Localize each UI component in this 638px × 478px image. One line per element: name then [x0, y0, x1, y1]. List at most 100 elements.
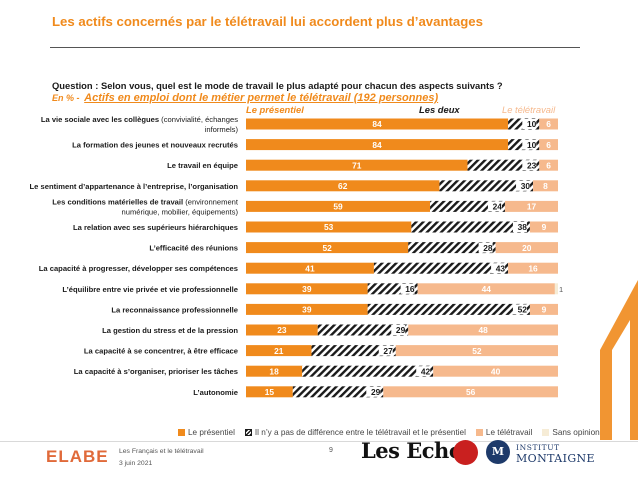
- category-labels-group: La vie sociale avec les collègues (convi…: [30, 115, 239, 397]
- bar-teletravail: [433, 365, 558, 377]
- bar-presentiel: [246, 303, 368, 315]
- data-label-bg-les-deux: [378, 345, 393, 356]
- legend-item-les-deux: Il n’y a pas de différence entre le télé…: [244, 428, 466, 437]
- bar-presentiel: [246, 200, 431, 212]
- population-label: Actifs en emploi dont le métier permet l…: [84, 92, 439, 104]
- data-label-presentiel: 53: [324, 222, 334, 232]
- data-label-les-deux: 43: [496, 263, 506, 273]
- bar-presentiel: [246, 262, 374, 274]
- footer-study-date: 3 juin 2021: [119, 460, 153, 467]
- data-label-teletravail: 16: [528, 263, 538, 273]
- category-label: La capacité à s’organiser, prioriser les…: [74, 367, 238, 376]
- data-label-bg-les-deux: [487, 201, 502, 212]
- data-label-presentiel: 62: [338, 181, 348, 191]
- bar-presentiel: [246, 159, 468, 171]
- category-label: La relation avec ses supérieurs hiérarch…: [73, 223, 238, 232]
- data-label-sans-opinion: 1: [559, 285, 563, 294]
- data-label-presentiel: 41: [305, 263, 315, 273]
- category-label-line2: informels): [205, 125, 239, 134]
- bar-presentiel: [246, 283, 368, 295]
- bar-presentiel: [246, 242, 409, 254]
- data-label-teletravail: 40: [491, 366, 501, 376]
- population-subtitle: En % - Actifs en emploi dont le métier p…: [52, 92, 438, 104]
- bar-teletravail: [408, 324, 558, 336]
- legend-item-teletravail: Le télétravail: [475, 428, 532, 437]
- legend-swatch-les-deux: [244, 429, 252, 436]
- bar-teletravail: [533, 180, 558, 192]
- category-label: La reconnaissance professionnelle: [111, 305, 238, 314]
- percent-prefix: En % -: [52, 93, 80, 103]
- category-label: L’équilibre entre vie privée et vie prof…: [62, 285, 238, 294]
- data-label-presentiel: 84: [372, 119, 382, 129]
- bar-les_deux: [467, 159, 540, 171]
- data-label-les-deux: 28: [483, 243, 493, 253]
- data-label-bg-les-deux: [391, 325, 406, 335]
- column-header-presentiel: Le présentiel: [246, 104, 304, 115]
- category-label: L’efficacité des réunions: [149, 244, 238, 253]
- bar-les_deux: [367, 303, 530, 315]
- legend-item-presentiel: Le présentiel: [178, 428, 235, 437]
- category-label-line2: numérique, mobilier, équipements): [122, 207, 239, 216]
- data-label-bg-les-deux: [512, 222, 527, 232]
- legend-item-sans-opinion: Sans opinion: [542, 428, 600, 437]
- data-label-presentiel: 52: [322, 243, 332, 253]
- bar-teletravail: [539, 159, 558, 171]
- bar-presentiel: [246, 324, 318, 336]
- bar-les_deux: [411, 221, 530, 233]
- data-label-presentiel: 15: [265, 387, 275, 397]
- legend-swatch-teletravail: [475, 429, 483, 436]
- data-label-les-deux: 52: [518, 305, 528, 315]
- bar-teletravail: [395, 345, 558, 357]
- legend-swatch-sans-opinion: [542, 429, 550, 436]
- bar-les_deux: [439, 180, 534, 192]
- category-label: L’autonomie: [193, 388, 238, 397]
- data-label-bg-les-deux: [516, 180, 531, 191]
- data-label-presentiel: 21: [274, 346, 284, 356]
- category-label-detail: (convivialité, échanges: [159, 115, 238, 124]
- data-label-les-deux: 42: [421, 366, 431, 376]
- bar-les_deux: [367, 283, 418, 295]
- data-label-les-deux: 38: [518, 222, 528, 232]
- bar-presentiel: [246, 386, 293, 398]
- legend-label-sans-opinion: Sans opinion: [552, 428, 600, 437]
- category-label: Les conditions matérielles de travail (e…: [52, 197, 239, 206]
- bar-teletravail: [539, 139, 558, 151]
- chart-legend: Le présentiel Il n’y a pas de différence…: [178, 428, 610, 437]
- category-label-bold: La vie sociale avec les collègues: [41, 115, 159, 124]
- data-label-bg-les-deux: [478, 242, 493, 253]
- column-header-teletravail: Le télétravail: [502, 104, 556, 115]
- bar-teletravail: [529, 303, 558, 315]
- bar-teletravail: [539, 118, 558, 130]
- data-label-teletravail: 20: [522, 243, 532, 253]
- data-label-teletravail: 6: [546, 160, 551, 170]
- partner-round-logo: [453, 440, 478, 465]
- bar-teletravail: [508, 262, 558, 274]
- data-label-teletravail: 6: [546, 119, 551, 129]
- title-divider: [50, 47, 580, 48]
- legend-label-les-deux: Il n’y a pas de différence entre le télé…: [254, 428, 466, 437]
- bar-teletravail: [495, 242, 558, 254]
- bar-presentiel: [246, 180, 440, 192]
- data-label-presentiel: 39: [302, 284, 312, 294]
- bar-les_deux: [373, 262, 509, 274]
- footer-divider: [0, 441, 638, 442]
- data-label-bg-les-deux: [522, 139, 537, 150]
- page-number: 9: [329, 447, 333, 454]
- bar-les_deux: [408, 242, 496, 254]
- bar-teletravail: [529, 221, 558, 233]
- data-label-teletravail: 17: [527, 202, 537, 212]
- data-label-bg-les-deux: [512, 304, 527, 315]
- bar-sans_opinion: [554, 283, 558, 295]
- data-label-les-deux: 29: [371, 387, 381, 397]
- category-label-detail: (environnement: [183, 197, 239, 206]
- bar-teletravail: [417, 283, 555, 295]
- data-label-presentiel: 84: [372, 140, 382, 150]
- data-label-presentiel: 23: [277, 325, 287, 335]
- data-label-presentiel: 39: [302, 305, 312, 315]
- page-title: Les actifs concernés par le télétravail …: [52, 14, 483, 29]
- category-label: La formation des jeunes et nouveaux recr…: [72, 141, 238, 150]
- category-label: La gestion du stress et de la pression: [102, 326, 238, 335]
- data-label-presentiel: 18: [269, 366, 279, 376]
- data-label-les-deux: 10: [527, 119, 537, 129]
